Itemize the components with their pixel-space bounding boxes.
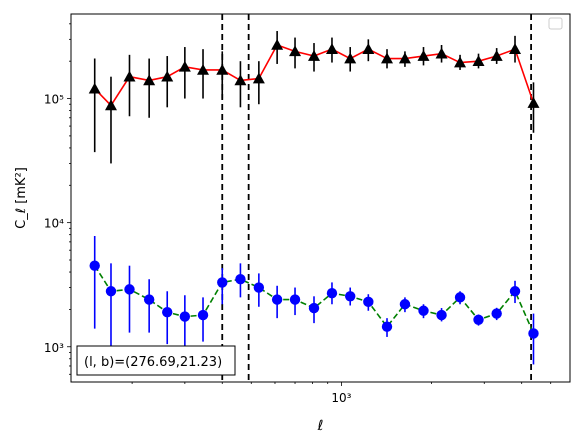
circle-marker-1-11 — [289, 294, 301, 305]
y-tick-label: 10⁴ — [44, 217, 64, 231]
triangle-marker-0-18 — [417, 50, 430, 61]
circle-marker-1-15 — [363, 296, 374, 308]
annotation-box — [76, 345, 236, 376]
triangle-marker-0-14 — [344, 52, 357, 64]
circle-marker-1-19 — [436, 309, 447, 321]
plot-frame — [70, 13, 571, 383]
y-axis-label: C_ℓ [mK²] — [14, 167, 29, 229]
circle-marker-1-17 — [399, 299, 411, 310]
circle-marker-1-14 — [345, 291, 356, 302]
triangle-marker-0-3 — [143, 74, 156, 86]
circle-marker-1-8 — [235, 274, 246, 285]
circle-marker-1-13 — [326, 288, 338, 299]
triangle-marker-0-0 — [88, 82, 101, 94]
series-0 — [88, 31, 540, 164]
series-1 — [89, 236, 539, 365]
circle-marker-1-23 — [509, 286, 521, 297]
circle-marker-1-2 — [124, 284, 135, 295]
triangle-marker-0-1 — [104, 99, 117, 111]
triangle-marker-0-6 — [197, 63, 210, 75]
triangle-marker-0-24 — [527, 97, 540, 108]
circle-marker-1-12 — [308, 302, 320, 314]
circle-marker-1-4 — [162, 306, 173, 318]
triangle-marker-0-12 — [308, 50, 321, 61]
axes: 10³ 10³ 10⁴ 10⁵ ℓ C_ℓ [mK²] (l, b)=(276.69,21.… — [14, 13, 571, 434]
triangle-marker-0-19 — [435, 47, 448, 59]
triangle-marker-0-20 — [454, 56, 467, 68]
circle-marker-1-7 — [217, 277, 228, 288]
triangle-marker-0-13 — [325, 43, 338, 54]
circle-marker-1-3 — [143, 294, 155, 305]
triangle-marker-0-4 — [161, 70, 174, 82]
circle-marker-1-22 — [491, 308, 502, 319]
circle-marker-1-18 — [418, 305, 429, 316]
circle-marker-1-5 — [179, 311, 191, 322]
circle-marker-1-10 — [271, 294, 283, 305]
legend-box — [548, 17, 563, 30]
triangle-marker-0-17 — [398, 52, 411, 64]
plot-area — [88, 14, 540, 382]
triangle-marker-0-5 — [178, 60, 191, 72]
x-axis-label: ℓ — [317, 418, 324, 434]
circle-marker-1-21 — [473, 314, 484, 325]
y-tick-label: 10³ — [44, 341, 64, 355]
triangle-marker-0-7 — [216, 63, 229, 75]
triangle-marker-0-23 — [509, 43, 522, 54]
triangle-marker-0-22 — [490, 50, 503, 61]
annotation-label: (l, b)=(276.69,21.23) — [84, 355, 222, 370]
triangle-marker-0-9 — [252, 72, 265, 84]
triangle-marker-0-2 — [123, 70, 136, 82]
triangle-marker-0-15 — [362, 43, 375, 54]
triangle-marker-0-21 — [472, 55, 485, 66]
triangle-marker-0-8 — [234, 74, 247, 86]
circle-marker-1-20 — [454, 292, 466, 303]
circle-marker-1-24 — [528, 328, 539, 339]
circle-marker-1-0 — [89, 260, 100, 271]
x-tick-label: 10³ — [331, 391, 351, 405]
circle-marker-1-6 — [197, 309, 209, 321]
circle-marker-1-9 — [253, 282, 265, 293]
circle-marker-1-16 — [381, 321, 393, 332]
triangle-marker-0-11 — [289, 45, 302, 57]
triangle-marker-0-16 — [381, 52, 394, 64]
data-layer — [88, 14, 540, 382]
circle-marker-1-1 — [105, 286, 117, 297]
triangle-marker-0-10 — [271, 39, 284, 50]
y-tick-label: 10⁵ — [44, 93, 64, 107]
